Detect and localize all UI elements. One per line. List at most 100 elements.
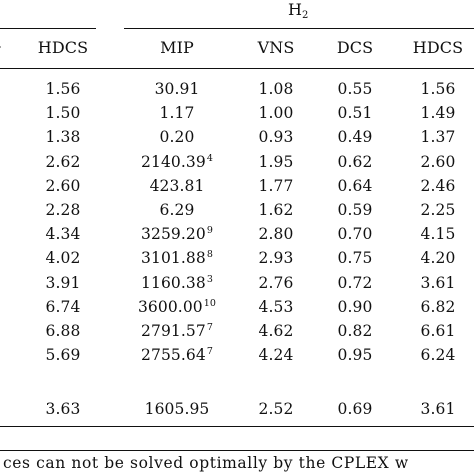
- unsolved-count-superscript: 7: [206, 346, 213, 357]
- table-cell-hdcs-left: 1.50: [46, 103, 81, 123]
- bottom-rule: [0, 450, 474, 451]
- table-cell-mip: 423.81: [150, 176, 205, 196]
- table-cell-hdcs-right: 1.49: [421, 103, 456, 123]
- cell-value: 1.95: [258, 153, 294, 171]
- cell-value: 1.00: [258, 104, 294, 122]
- cell-value: 1.77: [258, 177, 294, 195]
- summary-mip: 1605.95: [144, 400, 210, 418]
- table-cell-mip: 2755.647: [141, 345, 213, 365]
- table-cell-hdcs-right: 1.37: [421, 127, 456, 147]
- unsolved-count-superscript: 10: [203, 298, 217, 309]
- cell-value: 0.90: [337, 298, 373, 316]
- cell-value: 1.62: [258, 201, 294, 219]
- cell-value: 2.93: [258, 249, 294, 267]
- table-cell-mip: 1.17: [160, 103, 195, 123]
- table-cell-hdcs-left: 6.88: [46, 321, 81, 341]
- cell-value: 0.95: [337, 346, 373, 364]
- cell-value: 2.46: [420, 177, 456, 195]
- table-cell-vns: 1.08: [259, 79, 294, 99]
- table-cell-mip: 2791.577: [141, 321, 213, 341]
- cell-value: 1.17: [159, 104, 195, 122]
- unsolved-count-superscript: 3: [206, 274, 213, 285]
- summary-hdcs-left: 3.63: [45, 400, 81, 418]
- table-cell-vns: 1.62: [259, 200, 294, 220]
- cell-value: 6.29: [159, 201, 195, 219]
- table-cell-hdcs-left: 1.56: [46, 79, 81, 99]
- cell-value: 0.51: [337, 104, 373, 122]
- table-cell-vns: 4.24: [259, 345, 294, 365]
- cell-value: 0.75: [337, 249, 373, 267]
- summary-vns: 2.52: [258, 400, 294, 418]
- cell-value: 3259.20: [141, 225, 206, 243]
- cell-value: 0.59: [337, 201, 373, 219]
- table-cell-vns: 0.93: [259, 127, 294, 147]
- cell-value: 2.80: [258, 225, 294, 243]
- table-cell-hdcs-left: 1.38: [46, 127, 81, 147]
- table-cell-hdcs-right: 6.61: [421, 321, 456, 341]
- unsolved-count-superscript: 4: [206, 153, 213, 164]
- cell-value: 1.50: [45, 104, 81, 122]
- cell-value: 4.34: [45, 225, 81, 243]
- table-cell-dcs: 0.64: [338, 176, 373, 196]
- table-cell-hdcs-left: 5.69: [46, 345, 81, 365]
- cell-value: 0.64: [337, 177, 373, 195]
- table-cell-dcs: 0.72: [338, 273, 373, 293]
- cell-value: 6.74: [45, 298, 81, 316]
- unsolved-count-superscript: 8: [206, 249, 213, 260]
- table-cell-hdcs-left: 3.91: [46, 273, 81, 293]
- table-cell-hdcs-right: 4.15: [421, 224, 456, 244]
- cell-value: 1.49: [420, 104, 456, 122]
- cell-value: 4.02: [45, 249, 81, 267]
- table-cell-vns: 2.76: [259, 273, 294, 293]
- group-underline-h2: [124, 28, 474, 29]
- table-cell-dcs: 0.70: [338, 224, 373, 244]
- table-cell-vns: 2.80: [259, 224, 294, 244]
- table-cell-vns: 1.77: [259, 176, 294, 196]
- table-cell-mip: 3259.209: [141, 224, 213, 244]
- summary-hdcs-right: 3.61: [420, 400, 456, 418]
- table-cell-hdcs-left: 4.02: [46, 248, 81, 268]
- cell-value: 4.24: [258, 346, 294, 364]
- table-cell-hdcs-left: 2.60: [46, 176, 81, 196]
- cell-value: 6.88: [45, 322, 81, 340]
- cell-value: 4.15: [420, 225, 456, 243]
- cell-value: 0.70: [337, 225, 373, 243]
- cell-value: 1.56: [420, 80, 456, 98]
- table-cell-dcs: 0.55: [338, 79, 373, 99]
- table-cell-dcs: 0.90: [338, 297, 373, 317]
- cell-value: 0.72: [337, 274, 373, 292]
- table-cell-dcs: 0.62: [338, 152, 373, 172]
- table-cell-mip: 0.20: [160, 127, 195, 147]
- table-cell-dcs: 0.59: [338, 200, 373, 220]
- unsolved-count-superscript: 9: [206, 225, 213, 236]
- table-cell-vns: 4.53: [259, 297, 294, 317]
- footnote-text: ces can not be solved optimally by the C…: [3, 454, 409, 472]
- column-header-dcs: DCS: [336, 38, 374, 57]
- cell-value: 2.60: [420, 153, 456, 171]
- table-cell-dcs: 0.95: [338, 345, 373, 365]
- cell-value: 0.82: [337, 322, 373, 340]
- cell-value: 0.62: [337, 153, 373, 171]
- table-cell-mip: 1160.383: [141, 273, 213, 293]
- cell-value: 3600.00: [137, 298, 203, 316]
- unsolved-count-superscript: 7: [206, 322, 213, 333]
- clipped-header-mark: .: [0, 33, 2, 52]
- table-cell-vns: 4.62: [259, 321, 294, 341]
- cell-value: 0.49: [337, 128, 373, 146]
- table-cell-vns: 1.00: [259, 103, 294, 123]
- cell-value: 2.62: [45, 153, 81, 171]
- column-header-hdcs-left: HDCS: [37, 38, 89, 57]
- cell-value: 1.08: [258, 80, 294, 98]
- cell-value: 6.61: [420, 322, 456, 340]
- cell-value: 423.81: [149, 177, 205, 195]
- cell-value: 2791.57: [141, 322, 206, 340]
- table-cell-hdcs-right: 6.24: [421, 345, 456, 365]
- table-cell-hdcs-right: 6.82: [421, 297, 456, 317]
- table-cell-dcs: 0.75: [338, 248, 373, 268]
- group-underline-left: [0, 28, 96, 29]
- cell-value: 4.53: [258, 298, 294, 316]
- group-title: H2: [288, 0, 309, 21]
- table-cell-vns: 2.93: [259, 248, 294, 268]
- cell-value: 2.76: [258, 274, 294, 292]
- column-header-mip: MIP: [160, 38, 194, 57]
